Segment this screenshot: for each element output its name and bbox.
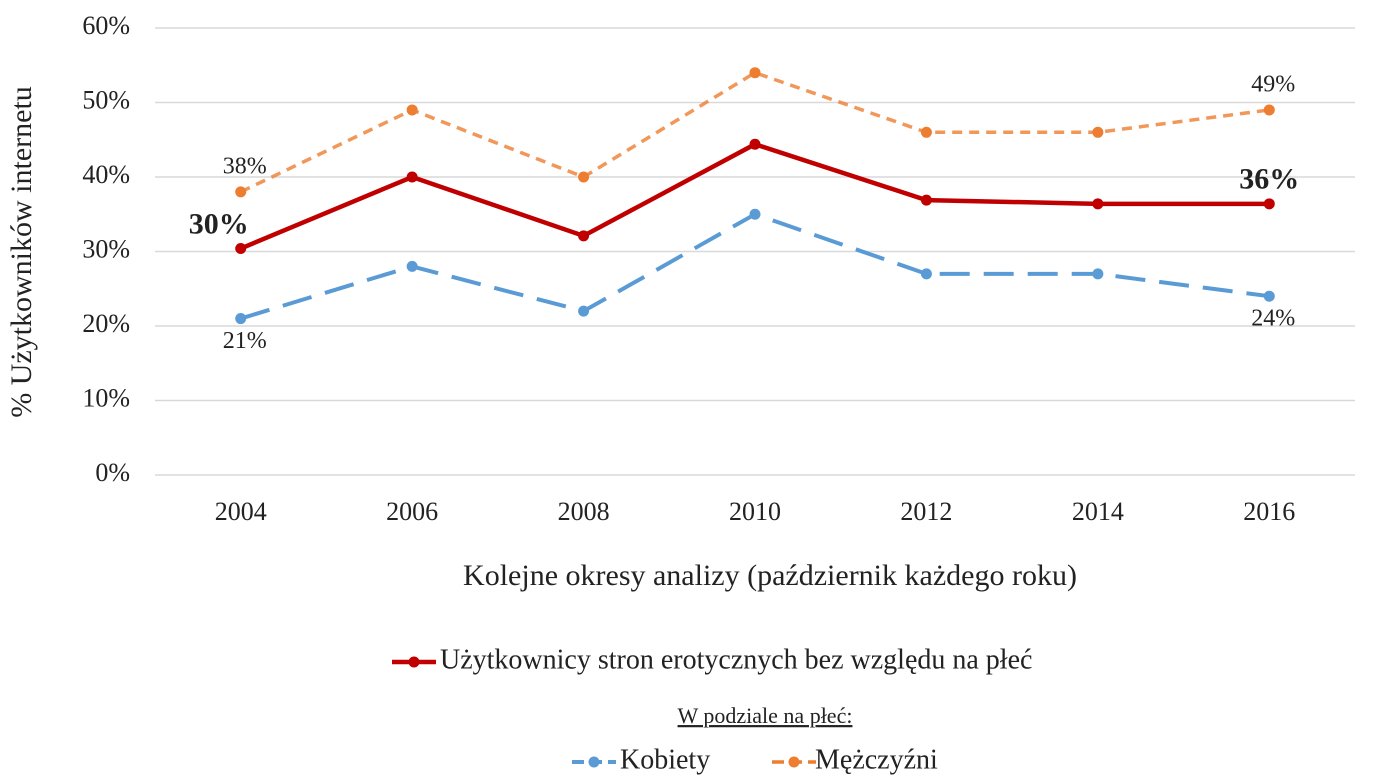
data-point xyxy=(1092,198,1104,210)
data-point xyxy=(1092,126,1104,138)
legend-marker xyxy=(588,756,600,768)
x-tick-label: 2010 xyxy=(729,497,781,526)
y-tick-label: 50% xyxy=(82,85,130,114)
x-tick-label: 2014 xyxy=(1072,497,1124,526)
data-point xyxy=(749,138,761,150)
data-label: 21% xyxy=(223,328,267,354)
legend-marker xyxy=(788,756,800,768)
data-point xyxy=(1263,290,1275,302)
data-label: 38% xyxy=(223,153,267,179)
x-tick-label: 2006 xyxy=(386,497,438,526)
x-axis-label: Kolejne okresy analizy (październik każd… xyxy=(463,559,1077,592)
y-tick-label: 10% xyxy=(82,383,130,412)
data-label: 30% xyxy=(189,207,249,240)
x-tick-label: 2016 xyxy=(1243,497,1295,526)
data-point xyxy=(406,104,418,116)
x-tick-label: 2004 xyxy=(215,497,267,526)
series-line xyxy=(239,70,1270,194)
data-point xyxy=(578,305,590,317)
data-point xyxy=(406,171,418,183)
data-point xyxy=(235,186,247,198)
y-axis-label: % Użytkowników internetu xyxy=(5,86,38,418)
data-point xyxy=(406,260,418,272)
data-point xyxy=(578,171,590,183)
y-tick-label: 30% xyxy=(82,234,130,263)
data-label: 36% xyxy=(1239,163,1299,196)
x-tick-label: 2012 xyxy=(900,497,952,526)
data-point xyxy=(920,126,932,138)
data-point xyxy=(749,67,761,79)
data-point xyxy=(1092,268,1104,280)
data-point xyxy=(749,208,761,220)
y-tick-label: 40% xyxy=(82,160,130,189)
y-tick-label: 0% xyxy=(95,458,130,487)
data-point xyxy=(578,230,590,242)
data-point xyxy=(920,194,932,206)
legend-subtitle: W podziale na płeć: xyxy=(678,703,853,728)
data-point xyxy=(1263,198,1275,210)
legend-label: Mężczyźni xyxy=(815,744,938,775)
data-point xyxy=(235,243,247,255)
y-tick-label: 60% xyxy=(82,11,130,40)
data-point xyxy=(235,313,247,325)
x-tick-label: 2008 xyxy=(558,497,610,526)
series-line xyxy=(239,141,1270,251)
y-tick-label: 20% xyxy=(82,309,130,338)
legend-label: Kobiety xyxy=(620,744,710,775)
data-point xyxy=(1263,104,1275,116)
legend-label: Użytkownicy stron erotycznych bez względ… xyxy=(440,644,1032,675)
data-point xyxy=(920,268,932,280)
legend-marker xyxy=(408,656,420,668)
series-line xyxy=(240,212,1270,321)
data-label: 24% xyxy=(1251,306,1295,332)
data-label: 49% xyxy=(1251,71,1295,97)
